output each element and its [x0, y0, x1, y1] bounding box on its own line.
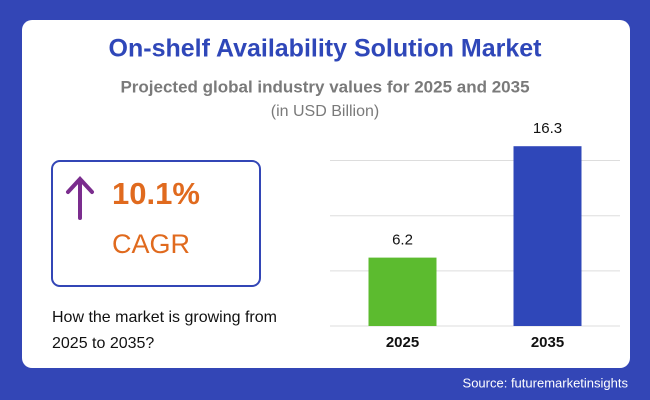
- bar: [368, 257, 437, 326]
- unit-note: (in USD Billion): [271, 103, 379, 120]
- x-tick-label: 2035: [531, 334, 564, 351]
- value-label: 6.2: [392, 232, 413, 249]
- up-arrow: [66, 176, 94, 220]
- cagr-label: CAGR: [112, 229, 190, 259]
- chart-title: On-shelf Availability Solution Market: [109, 35, 543, 63]
- question: How the market is growing from 2025 to 2…: [52, 309, 277, 352]
- cagr-box: [51, 160, 261, 287]
- value-label: 16.3: [533, 120, 562, 137]
- card: [22, 20, 630, 368]
- chart-subtitle: Projected global industry values for 202…: [120, 77, 529, 96]
- bar: [513, 146, 582, 326]
- source: Source: futuremarketinsights: [463, 375, 629, 390]
- cagr-value: 10.1%: [112, 176, 200, 211]
- x-tick-label: 2025: [386, 334, 419, 351]
